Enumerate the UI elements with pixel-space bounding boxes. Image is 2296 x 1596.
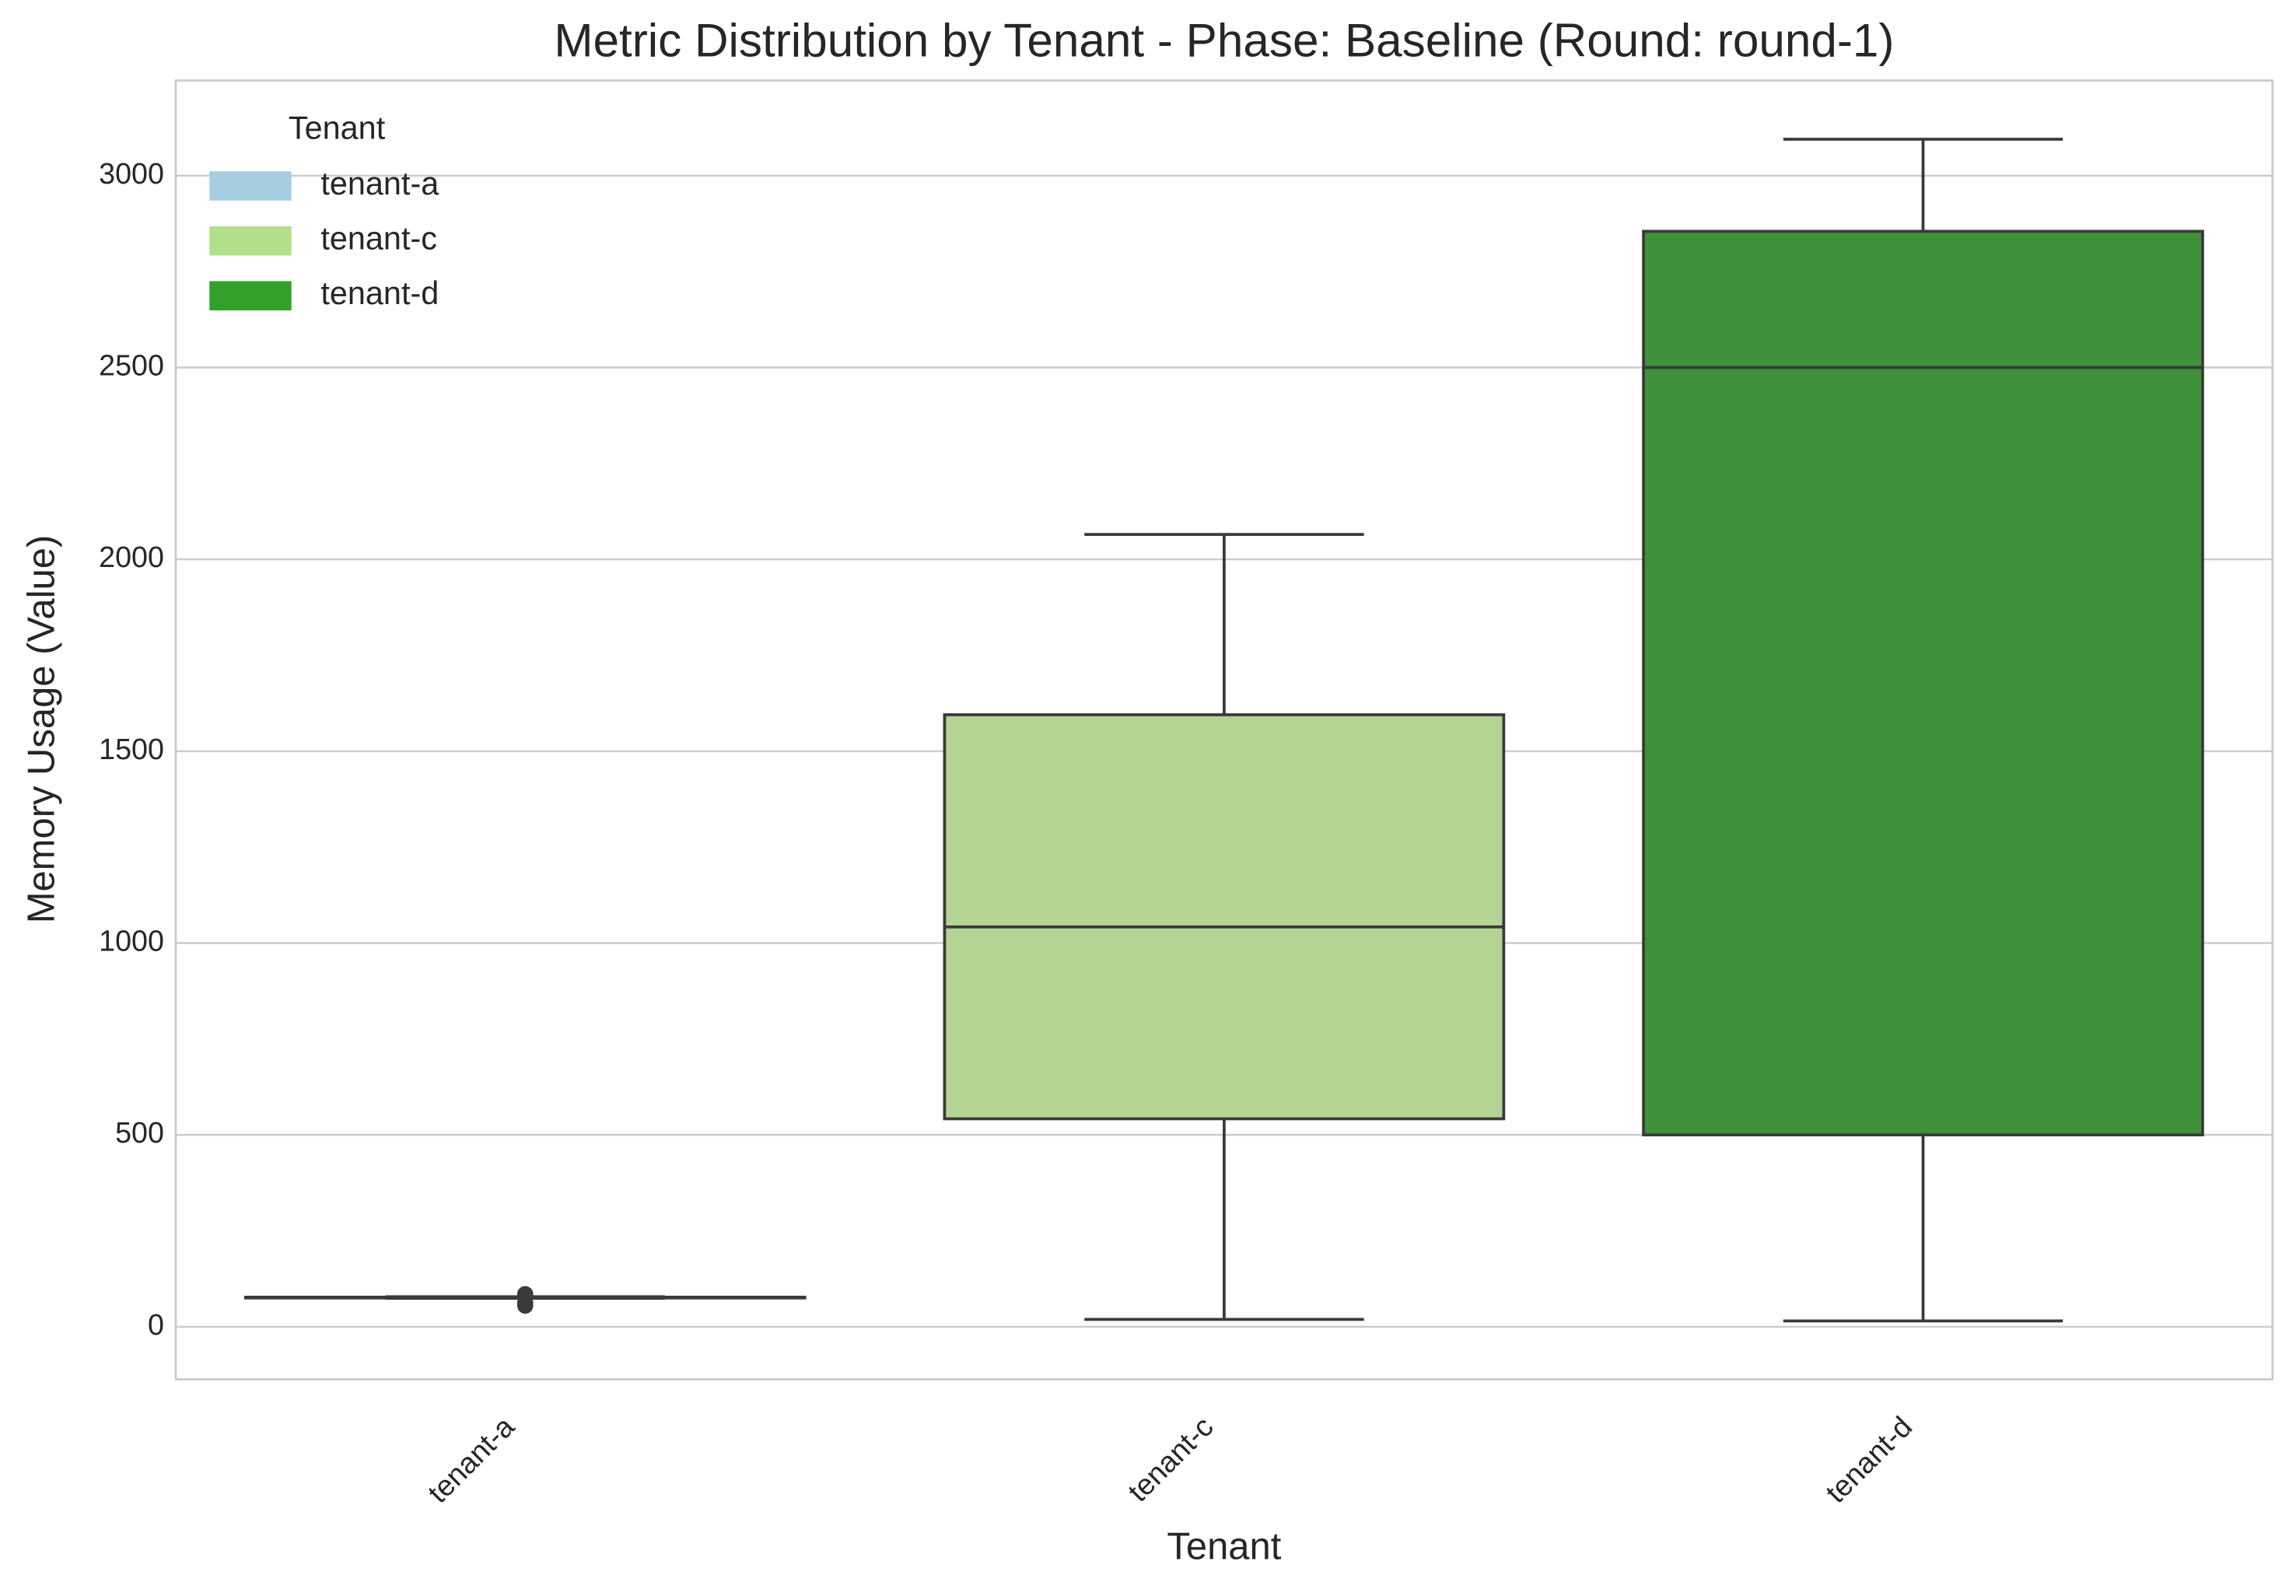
plot-frame [174, 79, 2274, 1381]
y-tick-label: 500 [115, 1116, 164, 1149]
box-group [243, 1286, 807, 1314]
y-tick-label: 2000 [99, 541, 164, 573]
y-tick-label: 3000 [99, 157, 164, 190]
x-axis-label: Tenant [1167, 1526, 1281, 1568]
outlier [516, 1286, 534, 1303]
legend-swatch [209, 226, 292, 256]
y-tick-label: 2500 [99, 348, 164, 381]
y-tick-label: 0 [148, 1308, 164, 1341]
legend-label: tenant-a [320, 166, 439, 201]
legend-label: tenant-c [320, 221, 437, 257]
box [1642, 229, 2204, 1137]
legend-title: Tenant [289, 110, 386, 145]
legend-label: tenant-d [320, 275, 439, 311]
y-tick-label: 1000 [99, 924, 164, 957]
y-axis-label: Memory Usage (Value) [20, 535, 62, 924]
legend-swatch [209, 171, 292, 201]
box-group [1642, 138, 2204, 1323]
box [943, 713, 1506, 1121]
box-group [943, 533, 1506, 1321]
legend-swatch [209, 281, 292, 311]
y-tick-label: 1500 [99, 733, 164, 765]
chart-title: Metric Distribution by Tenant - Phase: B… [554, 13, 1894, 66]
